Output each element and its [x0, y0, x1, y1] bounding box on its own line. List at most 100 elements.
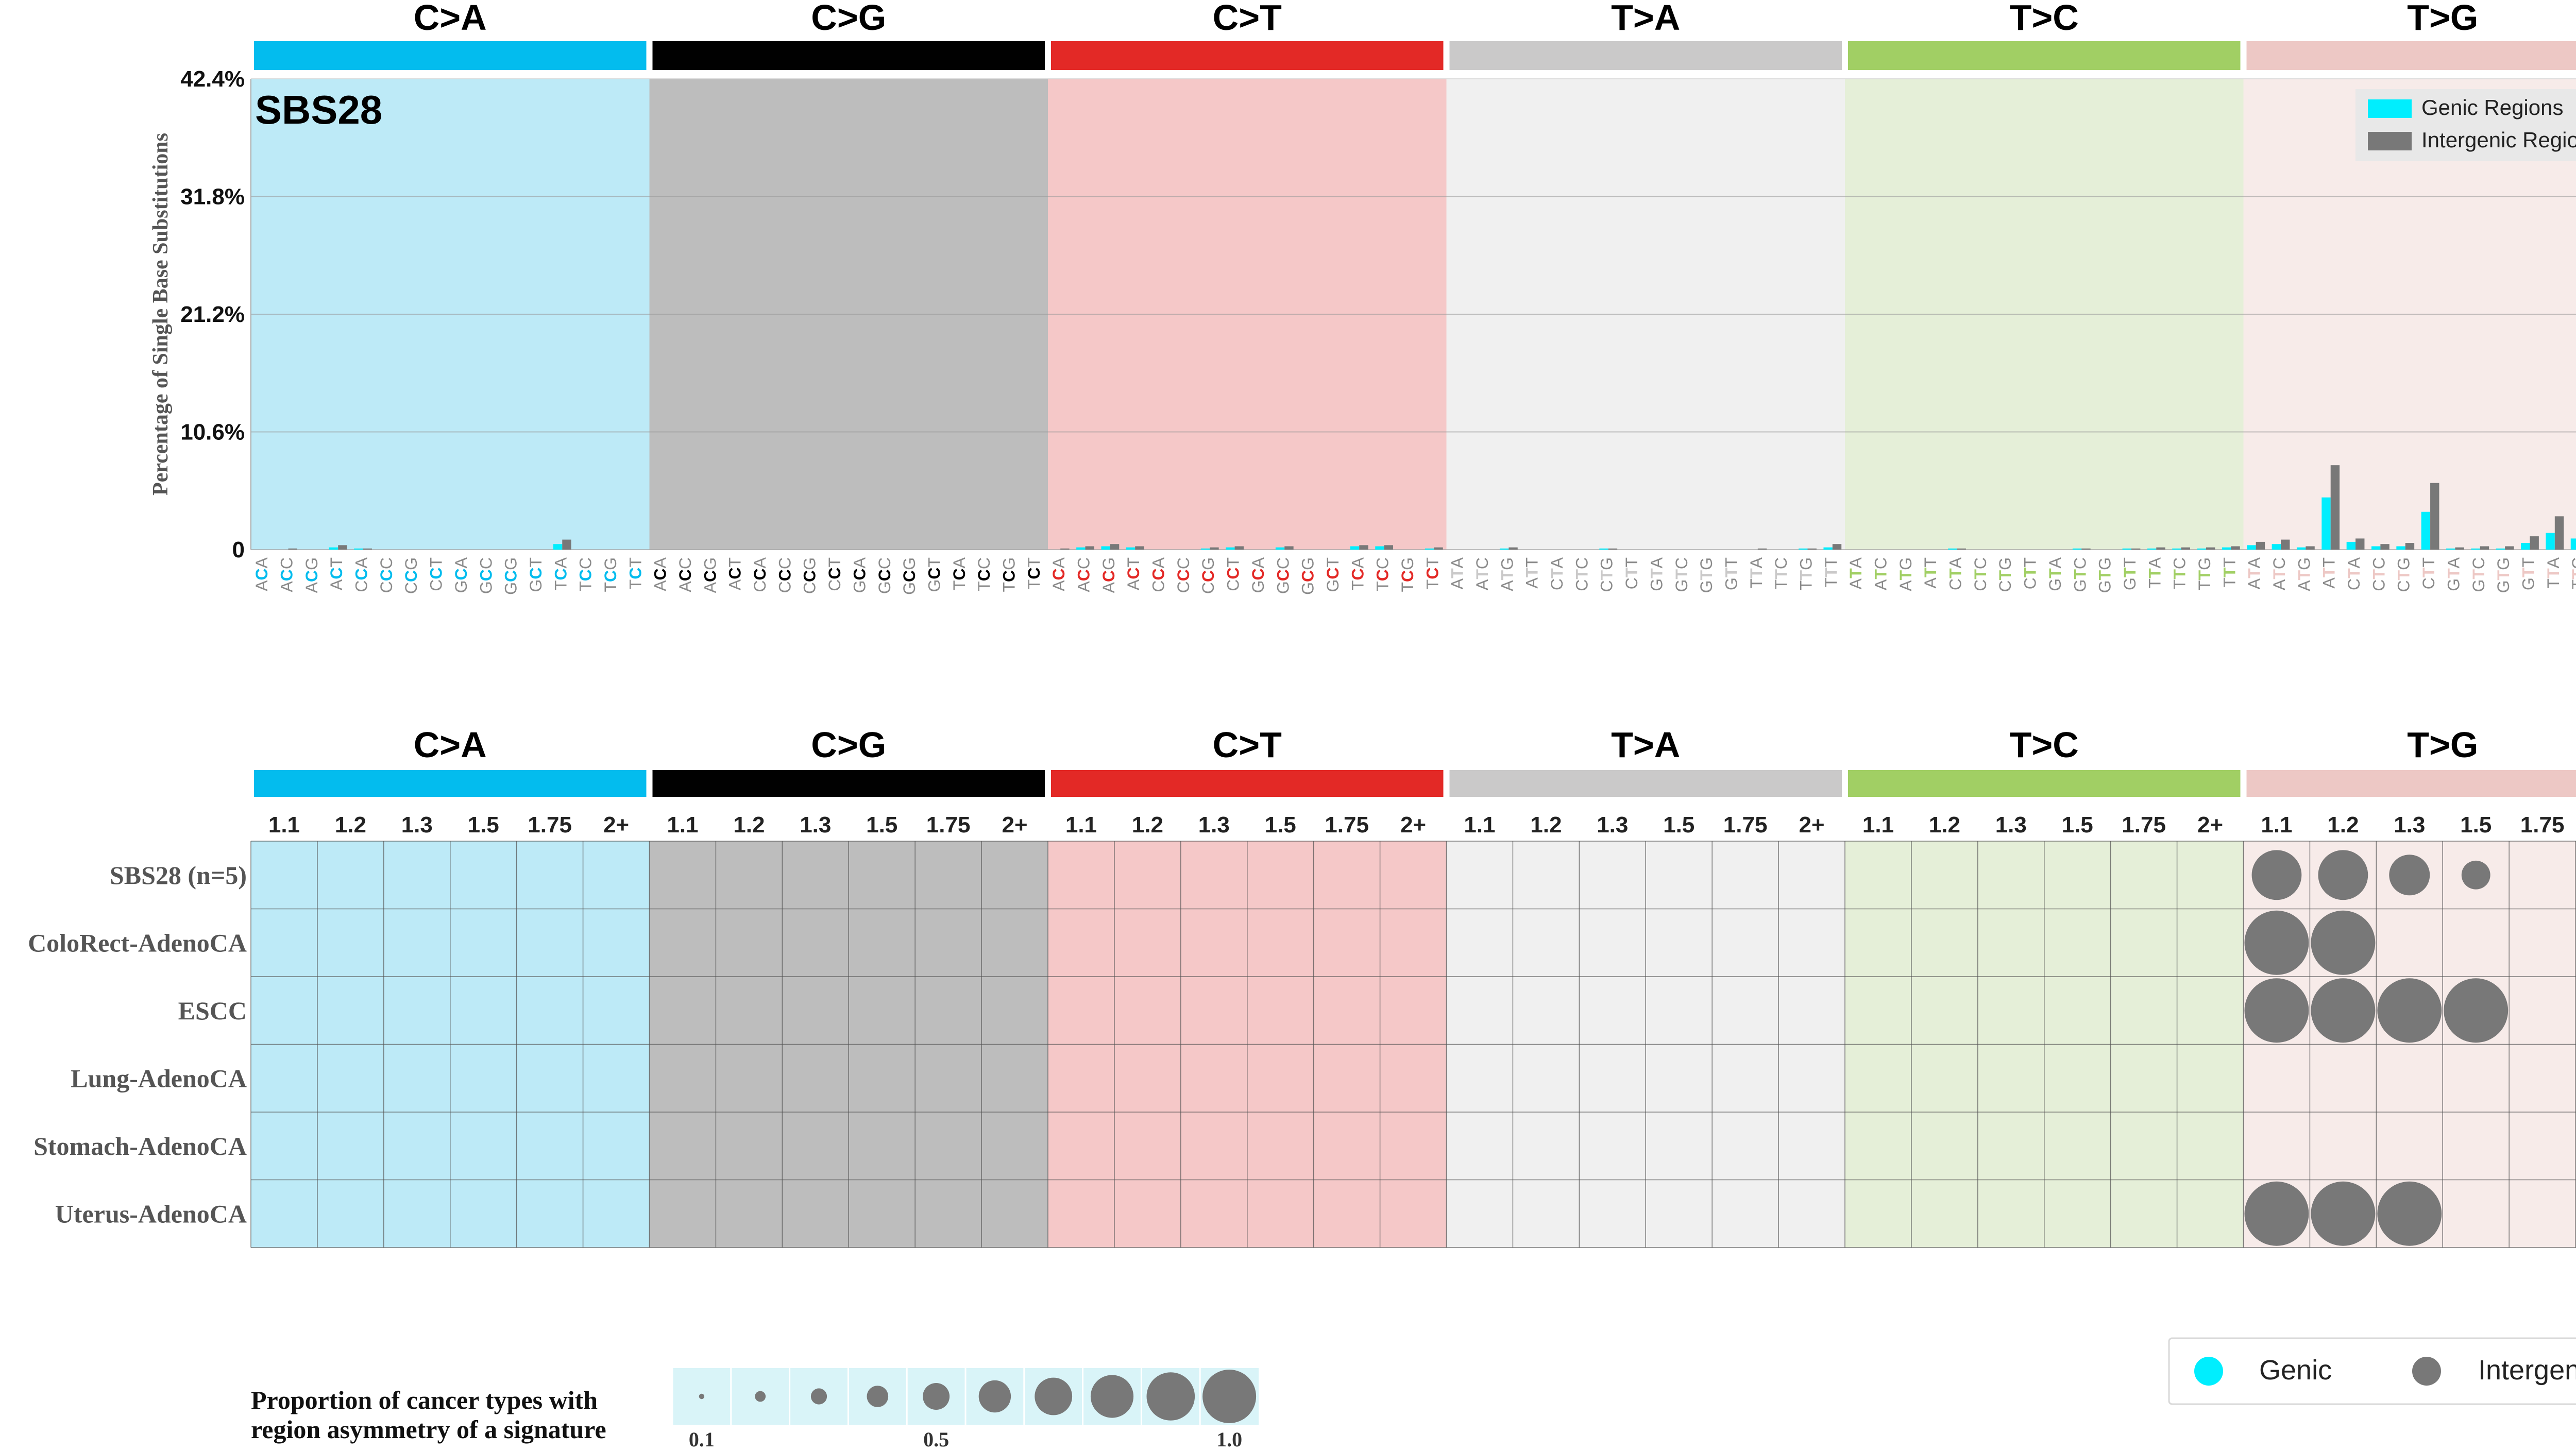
x-tick-label: CCA: [751, 557, 769, 592]
header-label: T>C: [2010, 0, 2079, 38]
x-tick-label: TCC: [1374, 557, 1392, 591]
bar-genic: [2421, 511, 2431, 550]
bar-genic: [553, 544, 563, 550]
bubble: [2377, 978, 2442, 1043]
column-label: 1.3: [2394, 812, 2425, 838]
bar-intergenic: [2081, 548, 2091, 550]
x-tick-label: ACA: [252, 557, 271, 591]
x-tick-label: GCG: [900, 557, 919, 595]
x-tick-label: CTC: [1572, 557, 1591, 591]
bar-genic: [2570, 538, 2576, 550]
signature-title: SBS28: [255, 87, 382, 132]
bar-genic: [2072, 548, 2082, 550]
column-label: 1.3: [800, 812, 831, 838]
x-tick-label: ATT: [2320, 557, 2338, 588]
bar-intergenic: [1284, 546, 1294, 550]
x-tick-label: GCT: [527, 557, 545, 592]
y-tick-label: 0: [232, 537, 245, 562]
legend-swatch-genic: [2368, 99, 2412, 118]
x-tick-label: GCA: [452, 557, 470, 593]
bar-genic: [1101, 546, 1110, 550]
bar-intergenic: [1957, 548, 1966, 550]
bubble-header-label: T>C: [2010, 725, 2079, 765]
size-legend-bubble: [1035, 1377, 1073, 1415]
column-label: 1.3: [1198, 812, 1230, 838]
bar-intergenic: [1085, 546, 1094, 550]
x-tick-label: GTC: [2469, 557, 2488, 592]
bubble-header-bar: [1449, 770, 1842, 797]
bubble-header-bar: [254, 770, 647, 797]
bubble: [2251, 850, 2302, 900]
bar-genic: [2396, 546, 2405, 550]
x-tick-label: ATT: [1921, 557, 1940, 588]
column-label: 1.1: [268, 812, 300, 838]
column-label: 1.5: [1265, 812, 1296, 838]
x-tick-label: GCC: [477, 557, 495, 594]
x-tick-label: TCT: [1423, 557, 1442, 589]
x-tick-label: GTC: [2071, 557, 2089, 592]
x-tick-label: CTT: [2419, 557, 2438, 589]
bar-genic: [1425, 548, 1434, 550]
y-gridlines: [250, 78, 2576, 550]
bubble: [2311, 978, 2376, 1043]
bubble: [2377, 1181, 2442, 1246]
column-label: 1.2: [1929, 812, 1960, 838]
x-tick-label: ATC: [1872, 557, 1890, 590]
bar-intergenic: [2505, 546, 2514, 550]
column-label: 1.2: [1132, 812, 1163, 838]
column-label: 1.1: [1464, 812, 1495, 838]
size-legend-bubble: [810, 1388, 827, 1405]
x-tick-label: GCT: [925, 557, 943, 592]
bar-intergenic: [1060, 548, 1070, 550]
x-tick-label: TTG: [1797, 557, 1815, 590]
x-tick-label: GTT: [1722, 557, 1740, 590]
column-label: 1.2: [2327, 812, 2359, 838]
x-tick-label: CTA: [1548, 557, 1566, 590]
header-bar-T-to-G: [2246, 41, 2576, 70]
row-label: ColoRect-AdenoCA: [28, 928, 247, 957]
legend-swatch-intergenic: [2368, 132, 2412, 150]
size-legend-title-line1: Proportion of cancer types with: [251, 1386, 598, 1414]
column-label: 1.3: [1597, 812, 1628, 838]
bar-genic: [1076, 547, 1086, 550]
bubble: [2318, 850, 2368, 900]
x-tick-label: ACC: [278, 557, 296, 592]
column-label: 1.75: [2122, 812, 2166, 838]
bar-intergenic: [1110, 544, 1120, 550]
bubble: [2311, 910, 2376, 975]
bar-genic: [2471, 548, 2480, 550]
column-label: 1.1: [667, 812, 698, 838]
x-tick-label: CTA: [1946, 557, 1965, 590]
header-bar-C-to-T: [1051, 41, 1444, 70]
x-tick-label: GCA: [850, 557, 869, 593]
column-label: 1.75: [528, 812, 572, 838]
bar-genic: [2147, 548, 2157, 550]
bar-intergenic: [2330, 465, 2340, 550]
bar-genic: [2296, 547, 2306, 550]
x-tick-label: CCA: [1149, 557, 1168, 592]
x-tick-label: TTT: [2220, 557, 2239, 588]
x-tick-label: ACG: [701, 557, 719, 593]
bar-genic: [1599, 548, 1608, 550]
column-label: 1.2: [1530, 812, 1562, 838]
x-tick-label: ACG: [302, 557, 321, 593]
bubble-header-bar: [1848, 770, 2241, 797]
x-tick-label: GCT: [1324, 557, 1342, 592]
bar-intergenic: [1757, 548, 1767, 550]
x-tick-label: CCG: [801, 557, 819, 594]
x-tick-label: ATA: [1846, 557, 1865, 589]
size-legend-bubble: [699, 1393, 705, 1399]
bubble: [2244, 1181, 2309, 1246]
row-label: Stomach-AdenoCA: [33, 1132, 247, 1160]
header-label: C>A: [414, 0, 487, 38]
bubble-plot-gridlines: [250, 841, 2576, 1248]
x-tick-label: GTA: [2444, 557, 2463, 591]
x-tick-label: CTG: [2395, 557, 2413, 592]
x-tick-label: GTT: [2519, 557, 2537, 590]
bar-intergenic: [1135, 546, 1144, 550]
header-label: T>G: [2407, 0, 2478, 38]
bars: [288, 465, 2576, 550]
bubble-header-label: C>A: [414, 725, 487, 765]
bar-intergenic: [1359, 545, 1368, 550]
x-tick-label: ATG: [2295, 557, 2313, 591]
